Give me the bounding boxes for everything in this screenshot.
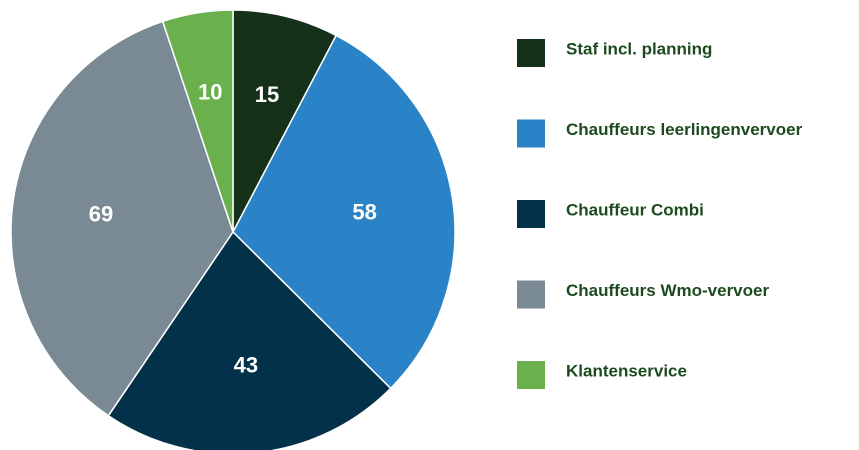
legend-swatch — [517, 39, 545, 67]
legend-label: Staf incl. planning — [566, 39, 712, 58]
data-label: 43 — [234, 352, 258, 377]
pie-slice — [232, 9, 338, 233]
legend-label: Chauffeurs Wmo-vervoer — [566, 281, 769, 300]
pie-slice — [232, 34, 456, 390]
pie-slice — [161, 9, 234, 233]
legend-swatch — [517, 200, 545, 228]
legend-swatch — [517, 280, 545, 309]
pie-slice — [10, 20, 234, 417]
data-label: 69 — [89, 202, 113, 227]
legend-swatch — [517, 119, 545, 148]
data-label: 15 — [255, 82, 279, 107]
data-label: 10 — [198, 80, 222, 105]
pie-slice — [107, 230, 392, 450]
legend-label: Chauffeurs leerlingenvervoer — [566, 120, 803, 139]
legend-label: Klantenservice — [566, 361, 687, 380]
legend-swatch — [517, 361, 545, 389]
data-label: 58 — [352, 200, 376, 225]
legend-label: Chauffeur Combi — [566, 200, 704, 219]
